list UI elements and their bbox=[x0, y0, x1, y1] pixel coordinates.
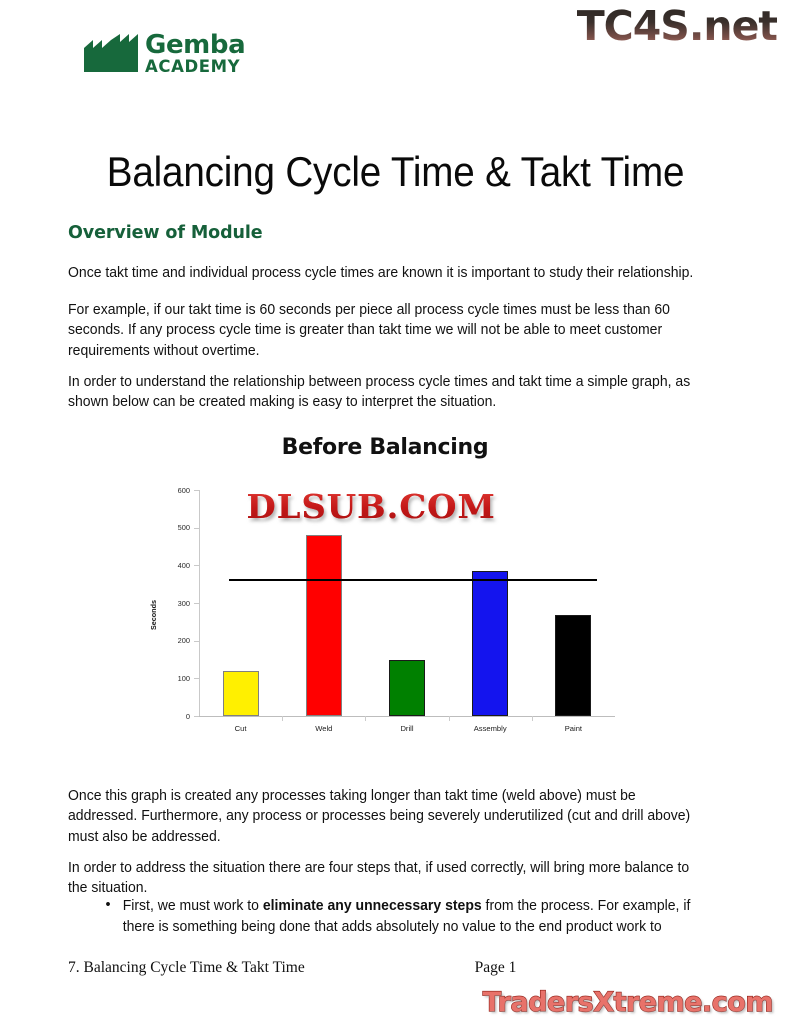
logo-sub-text: ACADEMY bbox=[145, 57, 241, 76]
paragraph-5: In order to address the situation there … bbox=[68, 859, 690, 897]
paragraph-4: Once this graph is created any processes… bbox=[68, 787, 691, 845]
logo-brand-text: Gemba bbox=[145, 30, 246, 60]
chart-plot-area: Seconds 600 500 400 300 200 100 0 Cut Weld Drill… bbox=[149, 482, 620, 744]
before-balancing-chart: Before Balancing Seconds 600 500 400 300 200… bbox=[149, 430, 620, 745]
paragraph-1: Once takt time and individual process cy… bbox=[68, 264, 694, 281]
y-axis-tick-label: 0 bbox=[185, 711, 190, 721]
page-title: Balancing Cycle Time & Takt Time bbox=[106, 148, 685, 196]
gemba-academy-logo: Gemba ACADEMY bbox=[84, 30, 246, 76]
y-axis-tick-label: 400 bbox=[177, 560, 190, 570]
x-axis-tick-mark bbox=[365, 716, 367, 721]
footer-page-number: Page 1 bbox=[474, 959, 517, 976]
y-axis-tick-label: 500 bbox=[177, 523, 190, 533]
y-axis-tick-label: 300 bbox=[177, 598, 190, 608]
y-axis-line bbox=[199, 490, 200, 716]
bullet-lead-text: First, we must work to bbox=[122, 898, 263, 914]
bullet-tail-text: from the process. For example, if there … bbox=[122, 898, 691, 935]
chart-bar bbox=[555, 615, 592, 716]
dlsub-watermark-outline: DLSUB.COM bbox=[245, 486, 496, 527]
x-axis-tick-mark bbox=[531, 716, 533, 721]
y-axis-tick-mark bbox=[194, 716, 199, 717]
chart-bar bbox=[222, 670, 259, 716]
y-axis-tick-mark bbox=[194, 527, 199, 529]
x-axis-tick-label: Paint bbox=[564, 724, 583, 733]
logo-wordmark: Gemba ACADEMY bbox=[145, 30, 246, 76]
x-axis-tick-mark bbox=[282, 716, 284, 721]
x-axis-line bbox=[199, 716, 615, 717]
x-axis-tick-label: Cut bbox=[234, 724, 247, 733]
chart-title: Before Balancing bbox=[281, 435, 489, 460]
takt-time-line bbox=[229, 578, 597, 581]
section-heading: Overview of Module bbox=[68, 222, 263, 243]
bullet-emphasis-text: eliminate any unnecessary steps bbox=[262, 898, 482, 914]
list-item: First, we must work to eliminate any unn… bbox=[68, 895, 721, 937]
factory-sawtooth-icon bbox=[84, 34, 138, 72]
steps-bullet-list: First, we must work to eliminate any unn… bbox=[68, 895, 721, 937]
x-axis-tick-label: Assembly bbox=[473, 724, 507, 733]
x-axis-tick-label: Drill bbox=[400, 724, 414, 733]
chart-bar bbox=[305, 535, 342, 716]
y-axis-tick-mark bbox=[194, 678, 199, 680]
x-axis-tick-label: Weld bbox=[315, 724, 333, 733]
y-axis-tick-mark bbox=[194, 565, 199, 567]
page-header: Gemba ACADEMY TC4S.net bbox=[0, 0, 791, 96]
chart-bar bbox=[472, 570, 509, 716]
y-axis-tick-mark bbox=[194, 640, 199, 642]
paragraph-2: For example, if our takt time is 60 seco… bbox=[68, 301, 670, 359]
y-axis-tick-label: 600 bbox=[177, 485, 190, 495]
x-axis-tick-mark bbox=[448, 716, 450, 721]
tradersxtreme-watermark: TradersXtreme.com bbox=[482, 986, 774, 1018]
y-axis-tick-mark bbox=[194, 490, 199, 491]
dlsub-watermark: DLSUB.COM bbox=[246, 487, 496, 526]
tc4s-watermark: TC4S.net bbox=[576, 2, 778, 50]
footer-module-label: 7. Balancing Cycle Time & Takt Time bbox=[68, 959, 305, 976]
y-axis-tick-label: 200 bbox=[177, 636, 190, 646]
paragraph-3: In order to understand the relationship … bbox=[68, 373, 691, 411]
y-axis-tick-mark bbox=[194, 603, 199, 604]
y-axis-tick-label: 100 bbox=[177, 673, 190, 683]
chart-bar bbox=[389, 659, 425, 716]
